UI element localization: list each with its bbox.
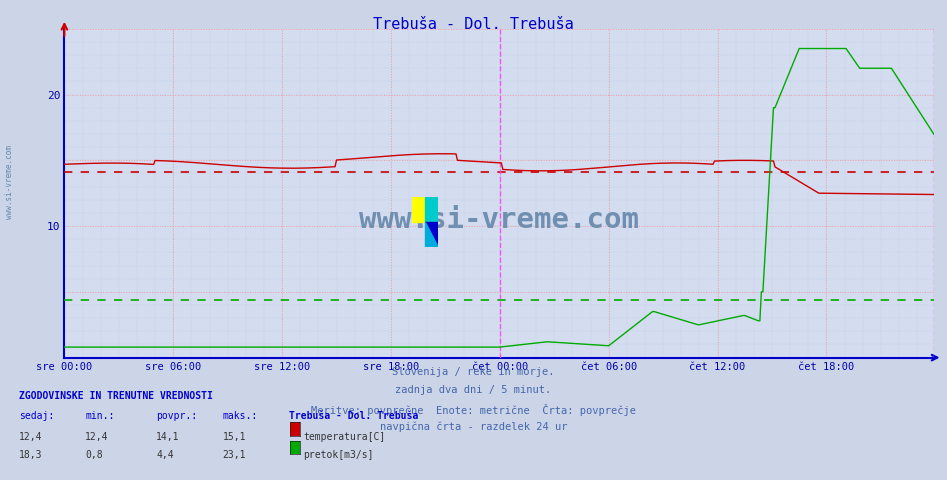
Polygon shape: [425, 222, 438, 247]
Text: Trebuša - Dol. Trebuša: Trebuša - Dol. Trebuša: [289, 411, 418, 421]
Text: zadnja dva dni / 5 minut.: zadnja dva dni / 5 minut.: [396, 385, 551, 396]
Text: 14,1: 14,1: [156, 432, 180, 442]
Text: pretok[m3/s]: pretok[m3/s]: [303, 450, 373, 460]
Text: Trebuša - Dol. Trebuša: Trebuša - Dol. Trebuša: [373, 17, 574, 32]
Text: 23,1: 23,1: [223, 450, 246, 460]
Text: min.:: min.:: [85, 411, 115, 421]
Bar: [425, 197, 438, 222]
Text: povpr.:: povpr.:: [156, 411, 197, 421]
Text: sedaj:: sedaj:: [19, 411, 54, 421]
Text: navpična črta - razdelek 24 ur: navpična črta - razdelek 24 ur: [380, 422, 567, 432]
Text: 15,1: 15,1: [223, 432, 246, 442]
Text: 12,4: 12,4: [19, 432, 43, 442]
Text: temperatura[C]: temperatura[C]: [303, 432, 385, 442]
Text: 18,3: 18,3: [19, 450, 43, 460]
Text: ZGODOVINSKE IN TRENUTNE VREDNOSTI: ZGODOVINSKE IN TRENUTNE VREDNOSTI: [19, 391, 213, 401]
Text: Meritve: povprečne  Enote: metrične  Črta: povprečje: Meritve: povprečne Enote: metrične Črta:…: [311, 404, 636, 416]
Text: 0,8: 0,8: [85, 450, 103, 460]
Text: 12,4: 12,4: [85, 432, 109, 442]
Bar: [412, 197, 425, 222]
Text: www.si-vreme.com: www.si-vreme.com: [359, 205, 639, 233]
Text: maks.:: maks.:: [223, 411, 258, 421]
Text: www.si-vreme.com: www.si-vreme.com: [5, 145, 14, 219]
Polygon shape: [425, 222, 438, 247]
Text: 4,4: 4,4: [156, 450, 174, 460]
Text: Slovenija / reke in morje.: Slovenija / reke in morje.: [392, 367, 555, 377]
